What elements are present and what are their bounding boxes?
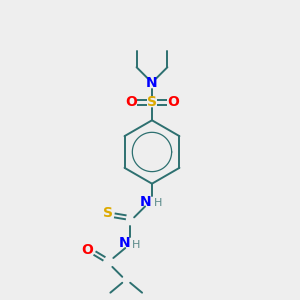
Text: H: H (132, 240, 140, 250)
Text: O: O (167, 95, 179, 110)
Text: N: N (140, 194, 152, 208)
Text: O: O (82, 243, 94, 257)
Text: N: N (146, 76, 158, 90)
Text: S: S (103, 206, 113, 220)
Text: O: O (125, 95, 137, 110)
Text: H: H (154, 199, 162, 208)
Text: S: S (147, 95, 157, 110)
Text: N: N (118, 236, 130, 250)
